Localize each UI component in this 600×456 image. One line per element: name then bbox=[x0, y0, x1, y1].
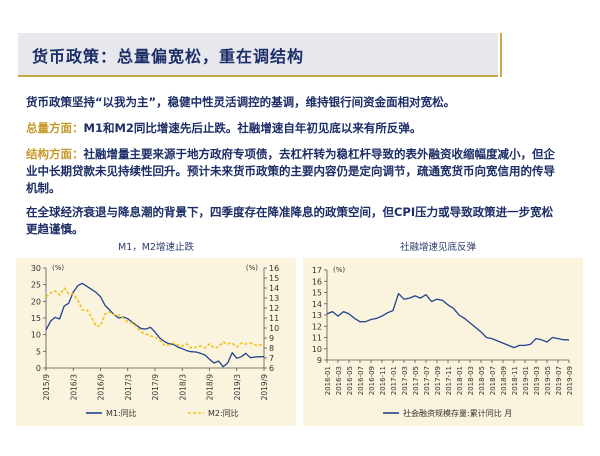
y-tick-label-left: 30 bbox=[31, 264, 41, 273]
x-tick-label: 2018-01 bbox=[456, 366, 464, 395]
x-tick-label: 2018/3 bbox=[178, 374, 187, 401]
y-tick-label-right: 14 bbox=[269, 284, 279, 293]
y-unit-right: (%) bbox=[246, 264, 258, 272]
paragraph-2-text: M1和M2同比增速先后止跌。社融增速自年初见底以来有所反弹。 bbox=[83, 121, 422, 135]
x-tick-label: 2017-09 bbox=[434, 366, 442, 395]
chart-1-title: M1，M2增速止跌 bbox=[118, 242, 194, 253]
y-tick-label-left: 20 bbox=[31, 297, 41, 306]
y-tick-label-right: 8 bbox=[269, 344, 274, 353]
x-tick-label: 2016-05 bbox=[346, 366, 354, 395]
paragraph-2: 总量方面：M1和M2同比增速先后止跌。社融增速自年初见底以来有所反弹。 bbox=[26, 120, 560, 137]
x-tick-label: 2019/9 bbox=[260, 374, 269, 401]
y-tick-label-right: 10 bbox=[269, 324, 279, 333]
y-tick-label-left: 15 bbox=[31, 314, 41, 323]
y-tick-label-left: 11 bbox=[312, 334, 322, 343]
paragraph-3-label: 结构方面： bbox=[26, 147, 84, 161]
x-tick-label: 2019/3 bbox=[233, 374, 242, 401]
y-tick-label-left: 17 bbox=[312, 266, 322, 275]
x-tick-label: 2016-09 bbox=[368, 366, 376, 395]
y-unit-left: (%) bbox=[333, 266, 345, 274]
x-tick-label: 2019-05 bbox=[544, 366, 552, 395]
page-title: 货币政策：总量偏宽松，重在调结构 bbox=[32, 47, 305, 66]
y-unit-left: (%) bbox=[52, 264, 64, 272]
y-tick-label-left: 10 bbox=[31, 331, 41, 340]
x-tick-label: 2019-07 bbox=[555, 366, 563, 395]
series-line-1 bbox=[326, 292, 569, 349]
x-tick-label: 2016-01 bbox=[324, 366, 332, 395]
y-tick-label-left: 10 bbox=[312, 345, 322, 354]
series-line-2 bbox=[45, 287, 265, 349]
y-tick-label-right: 6 bbox=[269, 364, 274, 373]
legend-label-2: M2:同比 bbox=[208, 408, 239, 418]
y-tick-label-right: 16 bbox=[269, 264, 279, 273]
paragraph-4: 在全球经济衰退与降息潮的背景下，四季度存在降准降息的政策空间，但CPI压力或导致… bbox=[26, 204, 560, 238]
x-tick-label: 2016-11 bbox=[379, 366, 387, 395]
title-accent-line bbox=[500, 33, 502, 77]
y-tick-label-left: 9 bbox=[317, 356, 322, 365]
series-line-1 bbox=[45, 282, 264, 368]
paragraph-1: 货币政策坚持“以我为主”，稳健中性灵活调控的基调，维持银行间资金面相对宽松。 bbox=[26, 94, 560, 111]
x-tick-label: 2017-07 bbox=[423, 366, 431, 395]
legend-label-1: M1:同比 bbox=[106, 408, 137, 418]
x-tick-label: 2018-07 bbox=[489, 366, 497, 395]
x-tick-label: 2016/3 bbox=[69, 374, 78, 401]
x-tick-label: 2018-11 bbox=[511, 366, 519, 395]
x-tick-label: 2016-03 bbox=[335, 366, 343, 395]
chart-1-panel: 0 5 10 15 20 25 30 (%) 6 7 8 9 10 11 12 13 14 15 16 (%) 2015… bbox=[16, 258, 296, 426]
x-tick-label: 2017-01 bbox=[390, 366, 398, 395]
x-tick-label: 2016/9 bbox=[97, 374, 106, 401]
x-tick-label: 2017/3 bbox=[124, 374, 133, 401]
y-tick-label-right: 9 bbox=[269, 334, 274, 343]
title-bar: 货币政策：总量偏宽松，重在调结构 bbox=[18, 33, 498, 77]
x-tick-label: 2017-11 bbox=[445, 366, 453, 395]
legend-label-1: 社会融资规模存量:累计同比 月 bbox=[403, 408, 512, 418]
paragraph-4-text: 在全球经济衰退与降息潮的背景下，四季度存在降准降息的政策空间，但CPI压力或导致… bbox=[26, 205, 554, 236]
paragraph-2-label: 总量方面： bbox=[26, 121, 84, 135]
x-tick-label: 2015/9 bbox=[42, 374, 51, 401]
chart-2-title: 社融增速见底反弹 bbox=[400, 242, 477, 253]
x-tick-label: 2018-03 bbox=[467, 366, 475, 395]
paragraph-3-text: 社融增量主要来源于地方政府专项债，去杠杆转为稳杠杆导致的表外融资收缩幅度减小，但… bbox=[26, 147, 555, 195]
y-tick-label-right: 7 bbox=[269, 354, 274, 363]
y-tick-label-left: 13 bbox=[312, 311, 322, 320]
x-tick-label: 2019-09 bbox=[566, 366, 574, 395]
y-tick-label-right: 13 bbox=[269, 294, 279, 303]
y-tick-label-left: 12 bbox=[312, 322, 322, 331]
chart-2-panel: 9 10 11 12 13 14 15 16 17 (%) 2016-01 2016-03 2016-0… bbox=[303, 258, 583, 426]
x-tick-label: 2017-03 bbox=[401, 366, 409, 395]
y-tick-label-right: 11 bbox=[269, 314, 279, 323]
x-tick-label: 2016-07 bbox=[357, 366, 365, 395]
x-tick-label: 2018-09 bbox=[500, 366, 508, 395]
y-tick-label-right: 15 bbox=[269, 274, 279, 283]
y-tick-label-left: 5 bbox=[36, 347, 41, 356]
x-tick-label: 2019-03 bbox=[533, 366, 541, 395]
y-tick-label-left: 16 bbox=[312, 277, 322, 286]
y-tick-label-left: 15 bbox=[312, 289, 322, 298]
paragraph-3: 结构方面：社融增量主要来源于地方政府专项债，去杠杆转为稳杠杆导致的表外融资收缩幅… bbox=[26, 146, 560, 197]
y-tick-label-left: 25 bbox=[31, 281, 41, 290]
x-tick-label: 2018/9 bbox=[206, 374, 215, 401]
x-tick-label: 2019-01 bbox=[522, 366, 530, 395]
y-tick-label-left: 14 bbox=[312, 300, 322, 309]
x-tick-label: 2017/9 bbox=[151, 374, 160, 401]
y-tick-label-left: 0 bbox=[36, 364, 41, 373]
paragraph-1-text: 货币政策坚持“以我为主”，稳健中性灵活调控的基调，维持银行间资金面相对宽松。 bbox=[26, 95, 456, 109]
x-tick-label: 2017-05 bbox=[412, 366, 420, 395]
x-tick-label: 2018-05 bbox=[478, 366, 486, 395]
y-tick-label-right: 12 bbox=[269, 304, 279, 313]
